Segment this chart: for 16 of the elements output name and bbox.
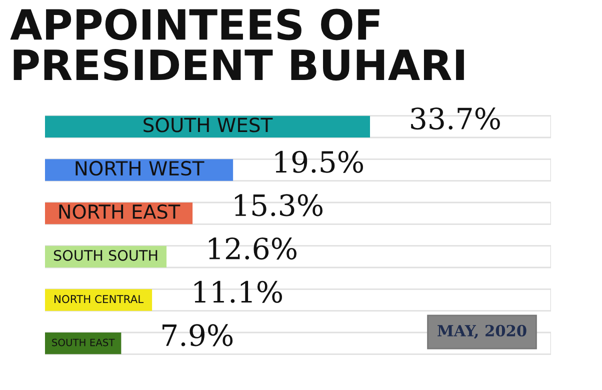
bar: [45, 289, 152, 311]
y-tick-label: NORTH CENTRAL: [54, 295, 144, 304]
chart-title: APPOINTEES OF PRESIDENT BUHARI: [10, 8, 464, 81]
text: MAY, 2020: [438, 324, 526, 339]
data-label: 12.6%: [208, 238, 296, 260]
data-label: 15.3%: [235, 194, 322, 216]
y-tick-label: SOUTH EAST: [52, 338, 115, 346]
data-label: 19.5%: [276, 150, 363, 173]
y-tick-label: NORTH WEST: [76, 160, 204, 176]
bar: [45, 332, 122, 354]
data-label: 33.7%: [411, 108, 500, 130]
data-label: 11.1%: [194, 280, 282, 303]
y-tick-label: SOUTH WEST: [144, 118, 273, 132]
data-label: 7.9%: [162, 324, 233, 346]
y-tick-label: SOUTH SOUTH: [54, 250, 158, 261]
y-tick-label: NORTH EAST: [59, 204, 180, 219]
